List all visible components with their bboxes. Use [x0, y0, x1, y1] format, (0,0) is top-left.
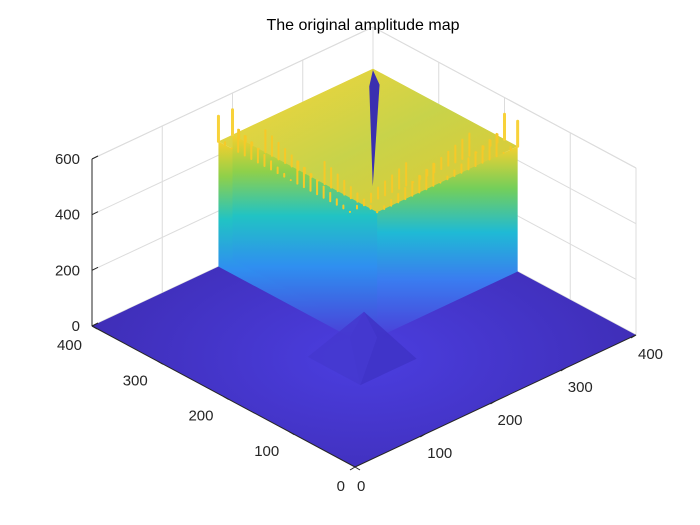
x-tick [419, 433, 426, 438]
y-tick [354, 466, 361, 471]
y-tick [157, 360, 164, 365]
x-tick [349, 466, 356, 471]
x-tick-label: 300 [568, 379, 593, 396]
z-tick-label: 0 [72, 318, 80, 335]
y-tick [288, 431, 295, 436]
ramp-right [307, 311, 378, 386]
notch [369, 70, 380, 187]
y-tick [91, 325, 98, 330]
plateau-right-face-y [232, 134, 378, 338]
y-tick-label: 0 [337, 478, 345, 495]
surface [92, 68, 636, 467]
chart-title: The original amplitude map [267, 17, 460, 34]
x-tick-label: 100 [427, 445, 452, 462]
x-tick-label: 200 [498, 412, 523, 429]
y-tick-label: 300 [123, 372, 148, 389]
z-tick [91, 155, 99, 160]
z-tick-label: 600 [55, 151, 80, 168]
x-tick [490, 400, 496, 405]
axes [91, 155, 637, 471]
y-tick [223, 396, 229, 400]
y-tick-label: 400 [57, 337, 82, 354]
y-tick-label: 100 [254, 443, 279, 460]
plateau-right-face-x [377, 146, 518, 338]
z-tick [91, 266, 99, 271]
x-tick [560, 367, 567, 372]
z-tick-label: 400 [55, 207, 80, 224]
x-tick-label: 400 [638, 346, 663, 363]
z-tick [91, 322, 99, 327]
z-tick-label: 200 [55, 262, 80, 279]
tick-labels: 0 100 200 300 400 0 100 200 300 400 0 200 400 600 [55, 151, 663, 495]
z-tick [91, 211, 99, 216]
x-tick [630, 334, 637, 339]
y-tick-label: 200 [188, 408, 213, 425]
x-tick-label: 0 [357, 478, 365, 495]
